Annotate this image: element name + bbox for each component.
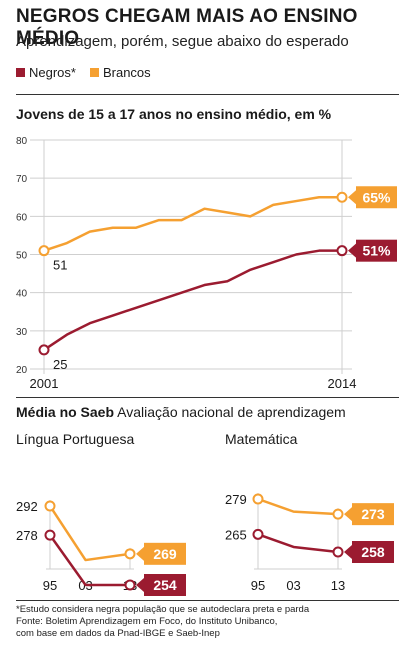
saeb-heading-rest: Avaliação nacional de aprendizagem (117, 404, 346, 420)
matematica-title: Matemática (225, 431, 298, 447)
matematica-end-value-negros: 258 (361, 544, 385, 560)
end-value-label-negros-box (356, 239, 397, 262)
start-value-label-negros: 25 (53, 357, 67, 372)
legend-item-negros: Negros* (16, 65, 76, 80)
divider-top (16, 94, 399, 95)
portugues-start-point-negros (44, 529, 56, 541)
start-point-brancos (38, 245, 50, 257)
portugues-end-value-brancos-pointer (136, 546, 144, 561)
y-tick-label: 30 (16, 327, 28, 338)
matematica-end-value-brancos-pointer (344, 507, 352, 522)
legend-swatch-negros (16, 68, 25, 77)
legend-item-brancos: Brancos (89, 65, 151, 80)
portugues-line-brancos (48, 505, 131, 562)
matematica-x-tick-label: 13 (331, 578, 345, 593)
end-value-label-brancos-box (356, 186, 397, 209)
end-value-label-negros-pointer (348, 243, 356, 258)
portugues-end-point-brancos (124, 548, 136, 560)
end-point-brancos (336, 191, 348, 203)
matematica-end-value-negros-box (352, 541, 394, 563)
series-line-negros (43, 249, 342, 351)
x-tick-label-end: 2014 (328, 376, 357, 391)
matematica-end-point-brancos (332, 508, 344, 520)
legend-label-negros: Negros* (29, 65, 76, 80)
start-value-label-brancos: 51 (53, 258, 67, 273)
portugues-end-value-brancos-box (144, 542, 186, 565)
portugues-start-value-brancos: 292 (16, 499, 38, 514)
series-line-brancos (43, 196, 342, 252)
end-value-label-brancos-pointer (348, 190, 356, 205)
y-tick-label: 50 (16, 251, 28, 262)
portugues-start-point-brancos (44, 500, 56, 512)
matematica-end-point-negros (332, 546, 344, 558)
matematica-start-point-brancos (252, 493, 264, 505)
matematica-start-point-negros (252, 528, 264, 540)
matematica-end-value-brancos-box (352, 503, 394, 526)
main-chart-title: Jovens de 15 a 17 anos no ensino médio, … (16, 106, 332, 122)
footnote-line-2: Fonte: Boletim Aprendizagem em Foco, do … (16, 616, 278, 627)
y-tick-label: 40 (16, 289, 28, 300)
matematica-end-value-negros-pointer (344, 545, 352, 559)
y-tick-label: 20 (16, 365, 28, 376)
footnote-line-3: com base em dados da Pnad-IBGE e Saeb-In… (16, 628, 220, 639)
portugues-end-value-brancos: 269 (153, 546, 177, 562)
matematica-end-value-brancos: 273 (361, 506, 385, 522)
matematica-line-brancos (257, 497, 339, 516)
saeb-heading: Média no Saeb Avaliação nacional de apre… (16, 404, 346, 420)
matematica-x-tick-label: 95 (251, 578, 265, 593)
legend-label-brancos: Brancos (102, 65, 151, 80)
portugues-end-point-negros (124, 579, 136, 591)
legend: Negros* Brancos (16, 65, 151, 80)
portugues-end-value-negros: 254 (153, 577, 177, 593)
y-tick-label: 70 (16, 174, 28, 185)
portugues-start-value-negros: 278 (16, 528, 38, 543)
y-tick-label: 60 (16, 212, 28, 223)
portugues-x-tick-label: 95 (43, 578, 57, 593)
matematica-line-negros (257, 533, 339, 554)
end-value-label-brancos: 65% (362, 189, 391, 205)
matematica-start-value-negros: 265 (225, 527, 247, 542)
matematica-start-value-brancos: 279 (225, 492, 247, 507)
footnote: *Estudo considera negra população que se… (16, 604, 309, 640)
x-tick-label-start: 2001 (30, 376, 59, 391)
y-tick-label: 80 (16, 136, 28, 147)
start-point-negros (38, 344, 50, 356)
portugues-line-negros (48, 534, 130, 587)
end-point-negros (336, 245, 348, 257)
matematica-x-tick-label: 03 (286, 578, 300, 593)
legend-swatch-brancos (89, 68, 99, 77)
headline: NEGROS CHEGAM MAIS AO ENSINO MÉDIO (16, 6, 358, 49)
saeb-heading-bold: Média no Saeb (16, 404, 115, 420)
divider-middle (16, 397, 399, 398)
end-value-label-negros: 51% (362, 243, 391, 259)
portugues-end-value-negros-pointer (136, 578, 144, 592)
portugues-end-value-negros-box (144, 574, 186, 596)
divider-bottom (16, 600, 399, 601)
subheadline: Aprendizagem, porém, segue abaixo do esp… (16, 33, 349, 50)
portugues-title: Língua Portuguesa (16, 431, 135, 447)
footnote-line-1: *Estudo considera negra população que se… (16, 604, 310, 615)
